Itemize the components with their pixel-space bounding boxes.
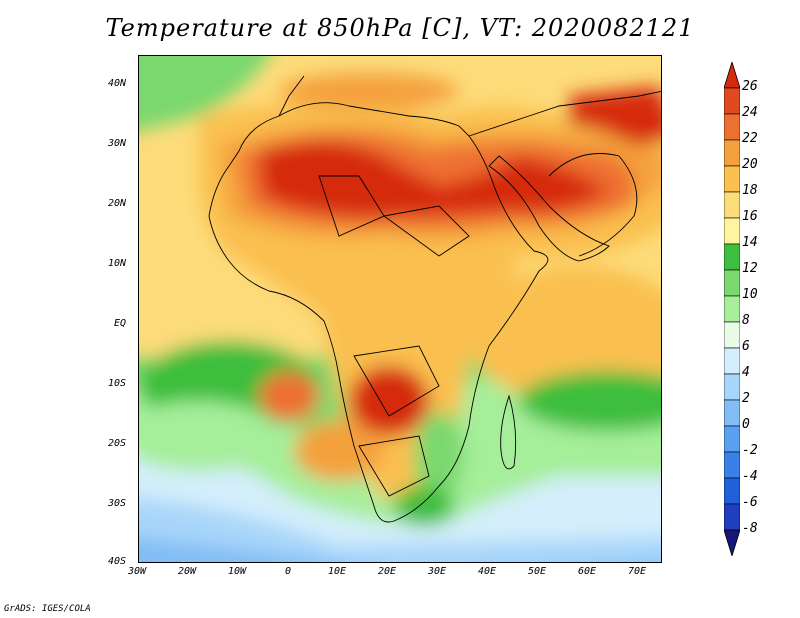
colorbar-swatch [724, 321, 740, 349]
colorbar-swatch [724, 451, 740, 479]
lon-tick-label: 20E [378, 566, 397, 577]
colorbar-swatch [724, 243, 740, 271]
colorbar-bottom-arrow [724, 529, 740, 556]
lon-tick-label: 0 [285, 566, 292, 577]
colorbar-level-label: 26 [742, 79, 758, 94]
colorbar-swatch [724, 87, 740, 115]
colorbar-level-label: 22 [742, 131, 758, 146]
colorbar-level-label: 14 [742, 235, 758, 250]
colorbar-swatch [724, 347, 740, 375]
temperature-field-map [139, 56, 661, 562]
software-credit: GrADS: IGES/COLA [4, 604, 91, 614]
color-scale-bar [724, 62, 740, 556]
colorbar-swatch [724, 399, 740, 427]
colorbar-swatch [724, 295, 740, 323]
lon-tick-label: 10E [328, 566, 347, 577]
coastline-outline [208, 75, 661, 523]
colorbar-swatch [724, 373, 740, 401]
map-plot-area [138, 55, 662, 563]
lat-tick-label: EQ [114, 318, 127, 329]
colorbar-level-label: 0 [742, 417, 750, 432]
colorbar-level-label: 16 [742, 209, 758, 224]
colorbar-level-label: 8 [742, 313, 750, 328]
colorbar-swatch [724, 477, 740, 505]
lat-tick-label: 30N [108, 138, 127, 149]
lon-tick-label: 40E [478, 566, 497, 577]
colorbar-top-arrow [724, 62, 740, 89]
colorbar-swatch [724, 139, 740, 167]
colorbar-swatch [724, 191, 740, 219]
colorbar-level-label: 6 [742, 339, 750, 354]
colorbar-swatch [724, 165, 740, 193]
colorbar-level-label: -8 [742, 521, 758, 536]
lon-tick-label: 60E [578, 566, 597, 577]
colorbar-level-label: -6 [742, 495, 758, 510]
lon-tick-label: 10W [228, 566, 247, 577]
colorbar-level-label: -2 [742, 443, 758, 458]
chart-title: Temperature at 850hPa [C], VT: 202008212… [105, 14, 695, 42]
lat-tick-label: 40S [108, 556, 127, 567]
colorbar-level-label: 2 [742, 391, 750, 406]
lat-tick-label: 20N [108, 198, 127, 209]
lon-tick-label: 30W [128, 566, 147, 577]
colorbar-swatch [724, 217, 740, 245]
lon-tick-label: 70E [628, 566, 647, 577]
colorbar-level-label: 18 [742, 183, 758, 198]
colorbar-swatch [724, 113, 740, 141]
colorbar-level-label: 10 [742, 287, 758, 302]
lat-tick-label: 10S [108, 378, 127, 389]
lat-tick-label: 10N [108, 258, 127, 269]
colorbar-swatch [724, 425, 740, 453]
colorbar-level-label: 24 [742, 105, 758, 120]
lon-tick-label: 30E [428, 566, 447, 577]
colorbar-swatch [724, 503, 740, 531]
lat-tick-label: 30S [108, 498, 127, 509]
lat-tick-label: 40N [108, 78, 127, 89]
lon-tick-label: 20W [178, 566, 197, 577]
colorbar-level-label: 20 [742, 157, 758, 172]
colorbar-swatch [724, 269, 740, 297]
lat-tick-label: 20S [108, 438, 127, 449]
colorbar-level-label: 12 [742, 261, 758, 276]
colorbar-level-label: -4 [742, 469, 758, 484]
lon-tick-label: 50E [528, 566, 547, 577]
colorbar-level-label: 4 [742, 365, 750, 380]
